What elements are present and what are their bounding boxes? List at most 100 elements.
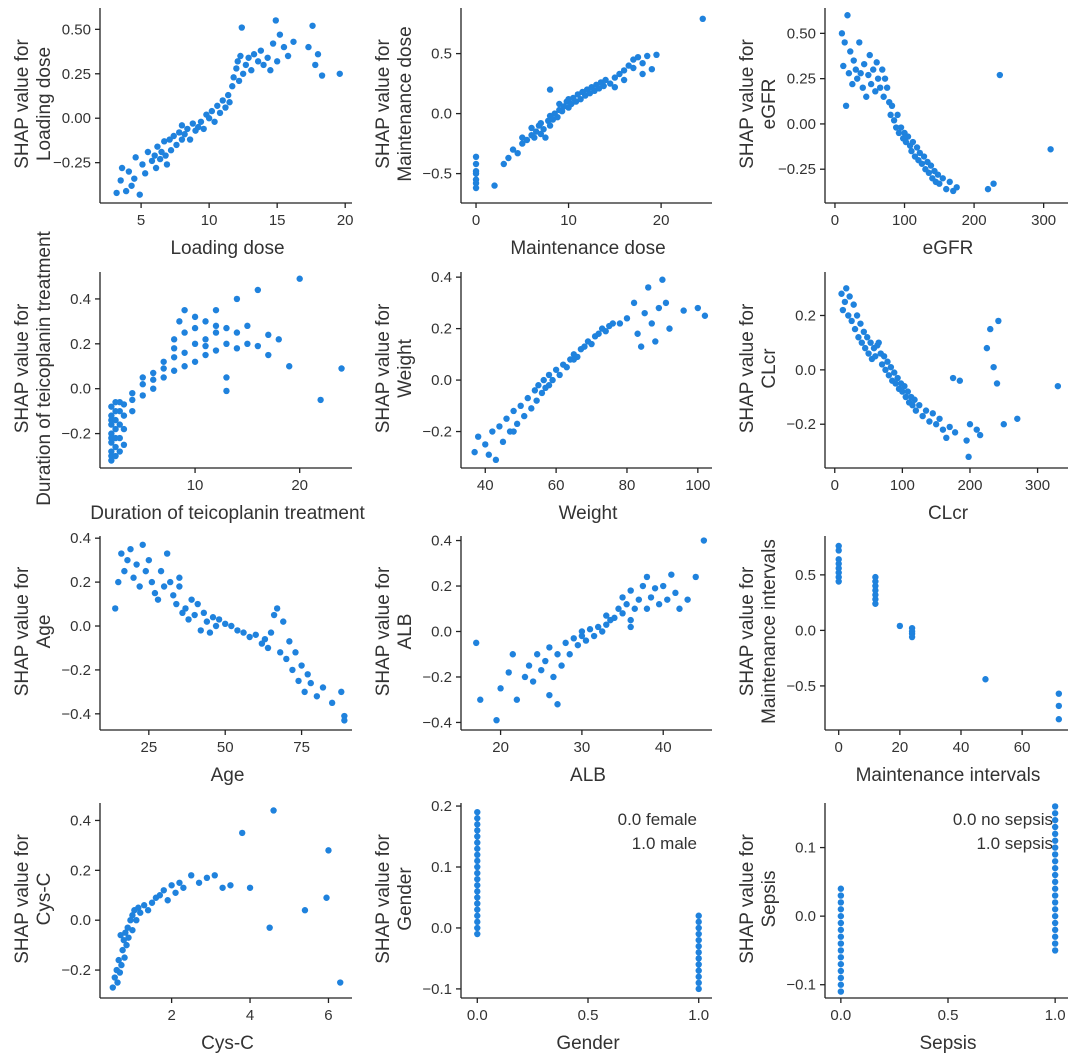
data-point bbox=[843, 285, 850, 292]
y-axis-label: SHAP value for bbox=[12, 834, 33, 964]
data-point bbox=[267, 67, 274, 74]
data-point bbox=[578, 632, 586, 640]
data-point bbox=[519, 140, 526, 147]
data-point bbox=[202, 342, 209, 350]
data-point bbox=[474, 918, 481, 926]
data-point bbox=[150, 376, 157, 383]
data-point bbox=[197, 627, 204, 634]
data-point bbox=[545, 382, 553, 389]
data-point bbox=[120, 425, 128, 433]
data-point bbox=[474, 894, 481, 901]
data-point bbox=[872, 600, 879, 607]
data-point bbox=[150, 369, 157, 377]
y-tick-label: 0.4 bbox=[431, 269, 452, 286]
data-point bbox=[181, 329, 188, 336]
data-point bbox=[254, 286, 262, 294]
data-point bbox=[554, 651, 561, 658]
data-point bbox=[139, 381, 146, 388]
data-point bbox=[168, 882, 175, 889]
data-point bbox=[250, 51, 258, 58]
data-point bbox=[136, 583, 143, 590]
data-point bbox=[857, 70, 864, 77]
data-point bbox=[860, 328, 868, 336]
data-point bbox=[202, 318, 209, 325]
data-point bbox=[280, 618, 287, 625]
data-point bbox=[203, 618, 211, 625]
data-point bbox=[338, 365, 345, 372]
data-point bbox=[482, 441, 489, 448]
data-point bbox=[854, 75, 861, 82]
y-tick-label: −0.2 bbox=[422, 424, 452, 441]
data-point bbox=[124, 556, 131, 564]
data-point bbox=[286, 363, 293, 370]
data-point bbox=[641, 309, 648, 317]
y-tick-label: 0.4 bbox=[70, 291, 91, 308]
x-tick-label: 1.0 bbox=[1045, 1007, 1066, 1024]
data-point bbox=[837, 912, 845, 920]
y-axis-label: Sepsis bbox=[759, 870, 780, 927]
data-point bbox=[173, 141, 180, 149]
data-point bbox=[500, 160, 507, 168]
data-point bbox=[874, 75, 882, 82]
y-tick-label: 0.50 bbox=[787, 25, 816, 42]
x-tick-label: 100 bbox=[890, 477, 915, 494]
data-point bbox=[655, 601, 663, 608]
data-point bbox=[517, 402, 524, 410]
data-point bbox=[662, 299, 670, 307]
data-point bbox=[485, 451, 492, 458]
data-point bbox=[112, 452, 119, 460]
data-point bbox=[837, 892, 845, 899]
data-point bbox=[223, 387, 230, 395]
data-point bbox=[943, 185, 950, 193]
data-point bbox=[630, 299, 638, 307]
data-point bbox=[936, 180, 943, 187]
data-point bbox=[1000, 421, 1007, 428]
data-point bbox=[234, 627, 241, 634]
y-axis-label: SHAP value for bbox=[737, 303, 758, 433]
data-point bbox=[949, 374, 957, 382]
data-point bbox=[987, 325, 994, 333]
data-point bbox=[574, 641, 582, 649]
y-axis-label: CLcr bbox=[759, 348, 780, 389]
data-point bbox=[170, 367, 178, 374]
data-point bbox=[261, 635, 269, 643]
data-point bbox=[839, 306, 847, 314]
data-point bbox=[837, 899, 845, 906]
data-point bbox=[133, 916, 140, 924]
data-point bbox=[301, 907, 309, 914]
data-point bbox=[118, 164, 126, 172]
data-point bbox=[202, 336, 209, 343]
data-point bbox=[472, 184, 480, 192]
data-point bbox=[885, 372, 893, 379]
data-point bbox=[528, 405, 535, 412]
data-point bbox=[1051, 878, 1059, 886]
data-point bbox=[965, 453, 972, 461]
data-point bbox=[1051, 858, 1059, 865]
data-point bbox=[246, 633, 253, 641]
x-tick-label: 60 bbox=[1014, 739, 1031, 756]
data-point bbox=[556, 371, 563, 379]
data-point bbox=[562, 639, 569, 647]
y-tick-label: 0.0 bbox=[70, 618, 91, 635]
data-point bbox=[887, 363, 895, 371]
data-point bbox=[493, 716, 500, 724]
data-point bbox=[123, 941, 130, 949]
data-point bbox=[222, 620, 229, 628]
data-point bbox=[260, 61, 267, 69]
data-point bbox=[154, 596, 162, 603]
x-axis-label: Cys-C bbox=[201, 1033, 254, 1054]
data-point bbox=[619, 610, 626, 617]
data-point bbox=[129, 389, 136, 397]
x-axis-label: Age bbox=[211, 765, 245, 786]
y-tick-label: −0.2 bbox=[61, 962, 91, 979]
data-point bbox=[113, 189, 120, 197]
data-point bbox=[472, 180, 480, 187]
data-point bbox=[148, 899, 156, 906]
y-axis-label: SHAP value for bbox=[373, 834, 394, 964]
data-point bbox=[170, 345, 178, 352]
